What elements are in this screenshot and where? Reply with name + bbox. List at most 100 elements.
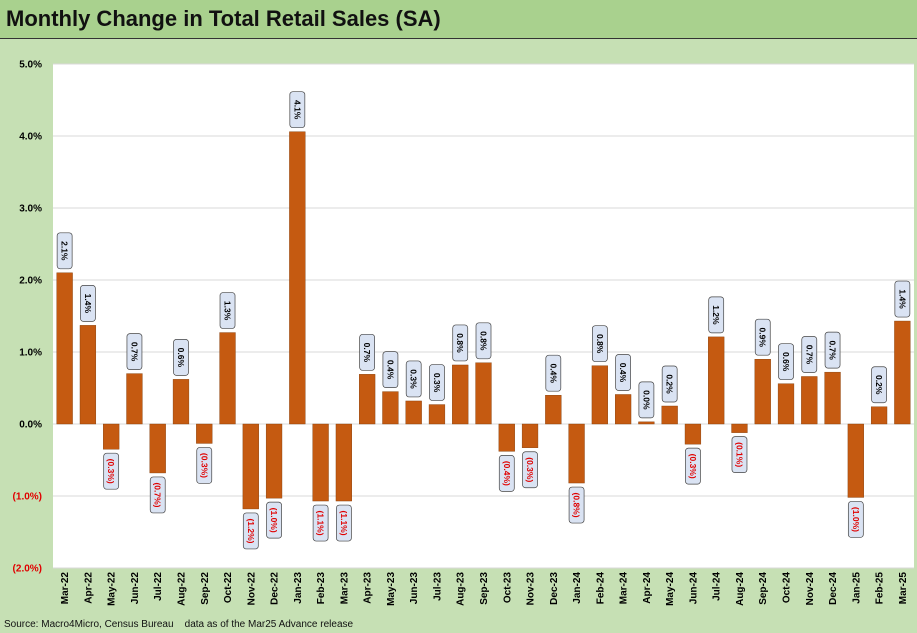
data-label-text: 0.3% xyxy=(432,373,442,393)
x-tick-label: Sep-24 xyxy=(758,572,769,605)
data-label: (0.3%) xyxy=(196,447,213,484)
bar xyxy=(638,421,655,425)
bar xyxy=(382,391,399,425)
data-label: (1.0%) xyxy=(847,501,864,538)
data-label-text: 0.4% xyxy=(385,360,395,380)
data-label: (0.1%) xyxy=(731,436,748,473)
data-label-box xyxy=(661,365,678,403)
bar xyxy=(824,371,841,425)
x-tick-label: Nov-24 xyxy=(805,572,816,606)
data-label: (0.3%) xyxy=(103,452,120,490)
data-label-text: (0.7%) xyxy=(153,482,163,507)
x-tick-label: Jun-23 xyxy=(409,572,420,605)
data-label-box xyxy=(126,333,143,370)
x-tick-label: Jan-25 xyxy=(851,572,862,604)
data-label: (0.4%) xyxy=(498,455,515,492)
x-tick-label: Aug-22 xyxy=(176,572,187,606)
data-label-text: (1.1%) xyxy=(339,511,349,536)
bar xyxy=(196,423,213,444)
data-label: 0.9% xyxy=(754,318,771,356)
bar xyxy=(242,423,259,510)
data-label: 0.6% xyxy=(778,343,794,381)
x-tick-label: Jan-24 xyxy=(572,572,583,604)
data-label-text: 1.3% xyxy=(223,301,233,321)
data-label-text: 0.7% xyxy=(362,343,372,363)
x-tick-label: May-23 xyxy=(386,572,397,606)
data-label-box xyxy=(545,354,562,392)
x-tick-label: Sep-23 xyxy=(479,572,490,605)
data-label-box xyxy=(847,501,864,538)
data-label-text: 0.8% xyxy=(479,331,489,351)
bar xyxy=(568,423,585,484)
data-label: (1.1%) xyxy=(336,504,352,542)
bar xyxy=(289,131,306,425)
data-label: 0.8% xyxy=(475,322,492,360)
x-tick-label: Oct-22 xyxy=(223,572,234,604)
data-label: 0.6% xyxy=(173,339,189,376)
data-label: (1.1%) xyxy=(312,504,329,542)
x-tick-label: Apr-23 xyxy=(363,572,374,604)
x-tick-label: Oct-24 xyxy=(782,572,793,604)
data-label-box xyxy=(80,285,96,322)
data-label-box xyxy=(615,354,631,391)
data-label-box xyxy=(196,447,213,484)
data-label-box xyxy=(731,436,748,473)
y-tick-label: 1.0% xyxy=(19,348,42,359)
data-label: (1.0%) xyxy=(266,501,282,539)
data-label-text: 0.8% xyxy=(455,333,465,353)
bar xyxy=(498,423,515,452)
data-label-text: 0.0% xyxy=(641,390,651,410)
data-label-text: (0.1%) xyxy=(734,442,744,467)
bar xyxy=(801,376,818,425)
x-tick-label: Oct-23 xyxy=(502,572,513,604)
data-label-text: 0.7% xyxy=(828,340,838,360)
data-label-box xyxy=(219,292,236,329)
data-label-box xyxy=(801,336,818,373)
bar xyxy=(615,394,632,425)
bar xyxy=(847,423,864,498)
y-tick-label: 0.0% xyxy=(19,420,42,431)
data-label: 0.7% xyxy=(824,331,841,369)
data-label-text: (0.3%) xyxy=(106,459,116,484)
data-label: 0.4% xyxy=(615,354,631,391)
plot-area xyxy=(53,64,914,568)
x-tick-label: Sep-22 xyxy=(200,572,211,605)
x-tick-label: Jul-23 xyxy=(432,572,443,601)
data-label-text: (0.3%) xyxy=(525,457,535,482)
x-tick-label: Dec-24 xyxy=(828,572,839,605)
data-label: 0.7% xyxy=(801,336,818,373)
bar xyxy=(126,373,143,425)
bar xyxy=(754,359,771,425)
bar xyxy=(428,404,446,425)
data-label-box xyxy=(359,333,375,371)
data-label-text: (1.0%) xyxy=(269,508,279,533)
data-label-text: 0.4% xyxy=(618,363,628,383)
x-tick-label: Dec-23 xyxy=(549,572,560,605)
x-tick-label: Dec-22 xyxy=(270,572,281,605)
x-tick-label: Apr-24 xyxy=(642,572,653,604)
data-label-box xyxy=(312,504,329,542)
data-label-text: (1.0%) xyxy=(851,507,861,532)
data-label-box xyxy=(498,455,515,492)
data-label-text: 2.1% xyxy=(60,241,70,261)
y-tick-label: 2.0% xyxy=(19,276,42,287)
x-axis: Mar-22 Apr-22 May-22 Jun-22 Jul-22 Aug-22 Sep-… xyxy=(60,572,909,606)
data-label: 1.4% xyxy=(80,285,96,322)
data-label-box xyxy=(382,351,399,388)
data-label-box xyxy=(289,91,306,129)
data-label: 0.3% xyxy=(405,360,422,398)
x-tick-label: Feb-25 xyxy=(875,572,886,605)
title-bar: Monthly Change in Total Retail Sales (SA… xyxy=(0,0,917,39)
data-label-text: 0.9% xyxy=(758,328,768,348)
chart-title: Monthly Change in Total Retail Sales (SA… xyxy=(6,6,441,31)
bar xyxy=(335,423,352,502)
data-label-text: 0.4% xyxy=(548,364,558,384)
data-label: 0.0% xyxy=(638,381,655,419)
data-label-box xyxy=(754,318,771,356)
data-label-box xyxy=(475,322,492,360)
source-note: Source: Macro4Micro, Census Bureau data … xyxy=(4,619,354,630)
data-label-box xyxy=(173,339,189,376)
x-tick-label: Jan-23 xyxy=(293,572,304,604)
x-tick-label: Aug-23 xyxy=(456,572,467,606)
y-tick-label: (1.0%) xyxy=(13,492,42,503)
